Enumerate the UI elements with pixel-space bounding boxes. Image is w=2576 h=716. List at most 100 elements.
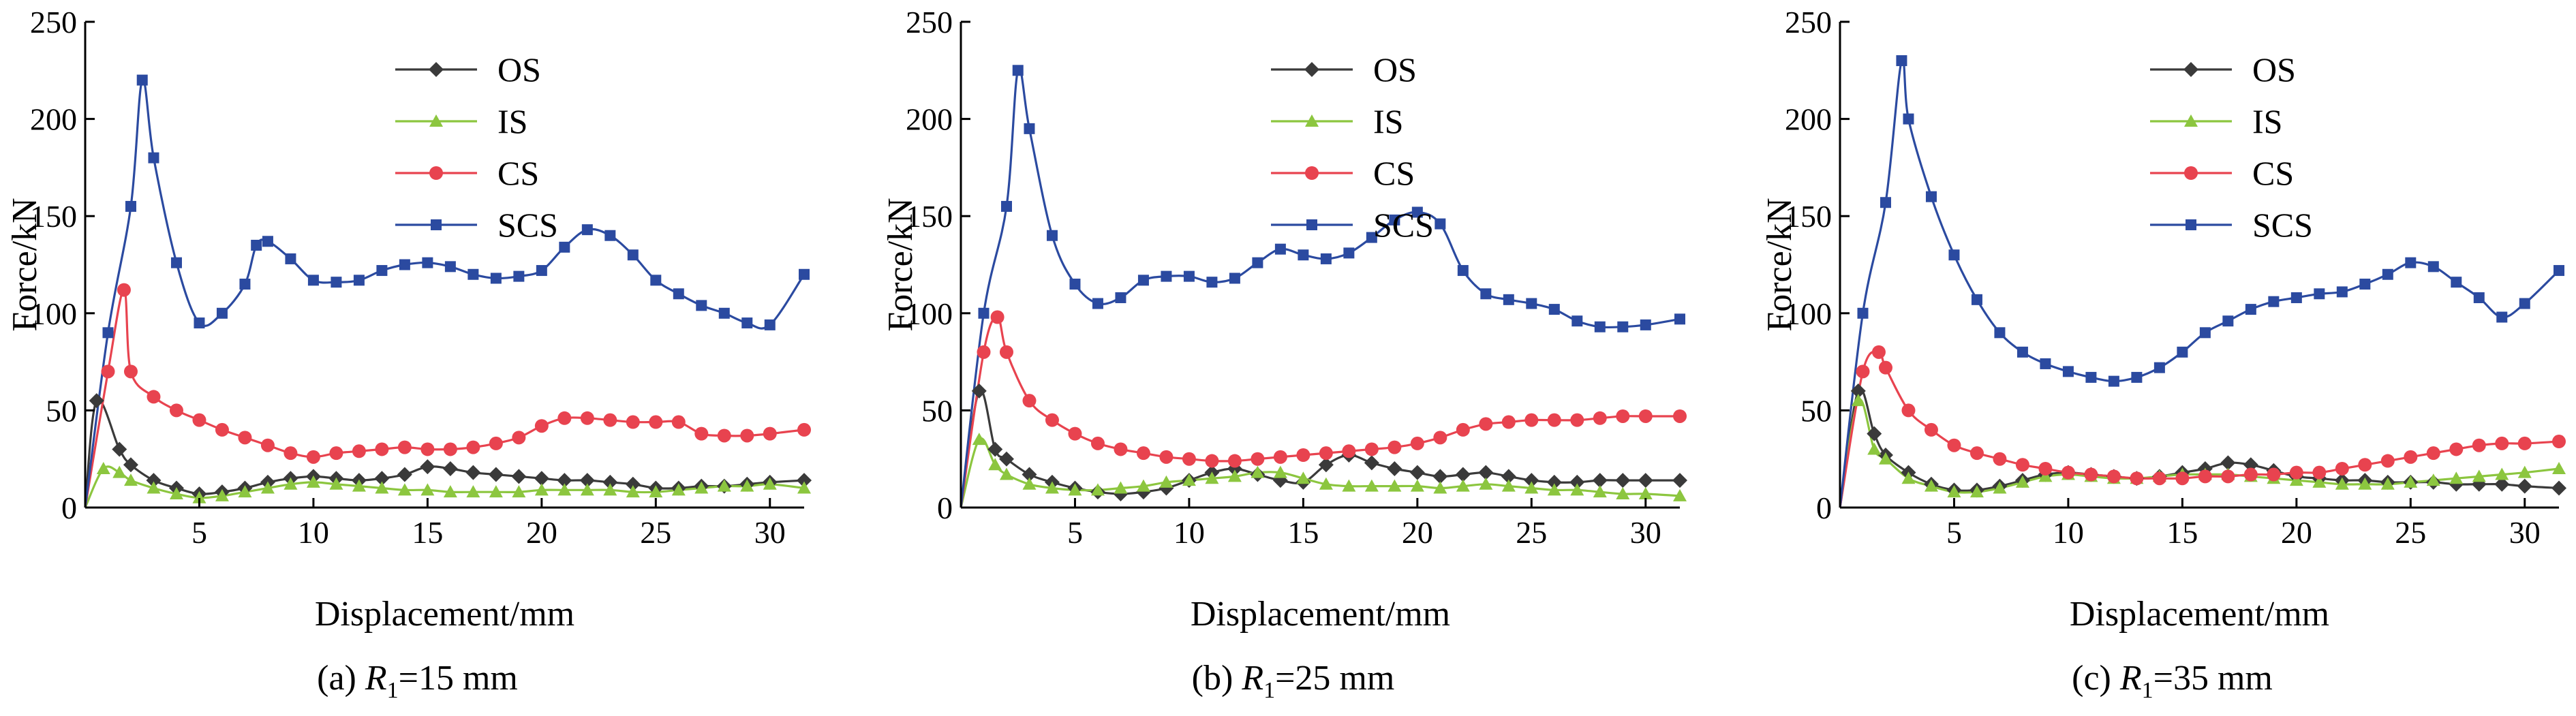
data-point-os	[1524, 473, 1539, 488]
data-point-scs	[2554, 265, 2564, 277]
data-point-is	[740, 479, 754, 492]
data-point-cs	[1227, 454, 1242, 468]
data-point-scs	[1024, 123, 1035, 134]
data-point-os	[488, 467, 504, 482]
data-point-scs	[353, 275, 365, 286]
y-tick-label: 50	[46, 393, 77, 428]
data-point-is	[2312, 475, 2327, 488]
legend-label: CS	[2252, 154, 2294, 192]
x-tick-label: 5	[1946, 515, 1962, 550]
series-line-is	[960, 437, 1681, 508]
data-point-os	[971, 383, 987, 399]
x-tick-label: 30	[754, 515, 786, 550]
data-point-cs	[2495, 436, 2509, 450]
data-point-cs	[1993, 452, 2007, 466]
data-point-cs	[1547, 413, 1561, 427]
data-point-scs	[1161, 270, 1172, 282]
data-point-scs	[1971, 294, 1982, 305]
data-point-is	[1616, 487, 1630, 500]
data-point-scs	[1183, 270, 1195, 282]
data-point-cs	[306, 450, 320, 464]
data-point-cs	[1114, 442, 1128, 456]
legend-item-cs: CS	[1271, 154, 1415, 192]
data-point-scs	[467, 268, 479, 280]
x-tick-label: 15	[1287, 515, 1319, 550]
data-point-os	[2551, 480, 2566, 496]
x-tick-label: 25	[640, 515, 671, 550]
data-point-cs	[215, 422, 229, 437]
data-point-cs	[147, 390, 161, 404]
data-point-is	[306, 475, 320, 488]
data-point-scs	[1366, 232, 1377, 243]
data-point-cs	[466, 440, 480, 454]
data-point-scs	[2199, 327, 2211, 339]
data-point-cs	[2243, 467, 2258, 482]
data-point-is	[2449, 471, 2464, 484]
data-point-scs	[1092, 298, 1103, 309]
legend-label: CS	[1373, 154, 1415, 192]
legend-item-os: OS	[2150, 50, 2296, 89]
data-point-scs	[125, 200, 136, 212]
data-point-cs	[2084, 467, 2098, 482]
data-point-os	[1387, 461, 1402, 476]
data-point-os	[1409, 465, 1425, 480]
data-point-is	[123, 473, 138, 486]
data-point-cs	[375, 442, 389, 456]
data-point-scs	[1298, 249, 1309, 261]
data-point-is	[147, 481, 161, 494]
legend-marker-is	[429, 114, 443, 127]
data-point-os	[1672, 473, 1687, 488]
legend-label: IS	[1373, 102, 1403, 140]
data-point-cs	[1593, 411, 1607, 425]
data-point-scs	[1503, 294, 1514, 305]
data-point-cs	[1387, 440, 1402, 454]
data-point-scs	[194, 317, 205, 329]
series-line-os	[84, 398, 805, 508]
data-point-is	[603, 483, 617, 496]
data-point-os	[987, 441, 1003, 457]
data-point-cs	[1673, 409, 1687, 423]
data-point-cs	[534, 419, 549, 433]
data-point-os	[1638, 473, 1653, 488]
data-point-cs	[1045, 413, 1059, 427]
data-point-cs	[2152, 471, 2166, 486]
data-point-cs	[1136, 446, 1150, 461]
y-tick-label: 100	[30, 296, 77, 331]
data-point-scs	[2062, 366, 2074, 377]
data-point-scs	[2085, 371, 2097, 383]
data-point-cs	[1022, 394, 1037, 408]
data-point-cs	[1878, 360, 1892, 375]
data-point-is	[1593, 485, 1607, 498]
legend-marker-cs	[2184, 166, 2198, 180]
legend-label: OS	[1373, 50, 1417, 89]
data-point-cs	[1947, 438, 1961, 452]
data-point-cs	[2335, 461, 2349, 476]
x-tick-label: 5	[191, 515, 207, 550]
data-point-os	[579, 473, 595, 488]
legend-label: SCS	[1373, 206, 1434, 244]
data-point-scs	[1857, 307, 1869, 319]
y-tick-label: 250	[1785, 5, 1832, 40]
data-point-cs	[1090, 436, 1105, 450]
series-line-scs	[84, 78, 806, 508]
data-point-cs	[671, 415, 686, 429]
data-point-scs	[1617, 321, 1629, 332]
data-point-is	[2404, 475, 2418, 488]
data-point-os	[1850, 383, 1866, 399]
data-point-is	[238, 485, 252, 498]
data-point-scs	[1903, 113, 1914, 125]
data-point-scs	[1252, 257, 1263, 268]
data-point-cs	[1433, 431, 1447, 445]
legend-marker-cs	[1305, 166, 1319, 180]
caption-subscript: 1	[2142, 678, 2153, 703]
caption-subscript: 1	[387, 678, 399, 703]
data-point-scs	[2040, 358, 2051, 369]
legend-item-os: OS	[1271, 50, 1417, 89]
data-point-is	[1068, 483, 1082, 496]
legend-label: SCS	[2252, 206, 2313, 244]
data-point-cs	[192, 413, 206, 427]
data-point-scs	[2405, 257, 2417, 268]
data-point-cs	[1159, 450, 1174, 464]
data-point-is	[1993, 481, 2007, 494]
data-point-cs	[977, 345, 991, 359]
